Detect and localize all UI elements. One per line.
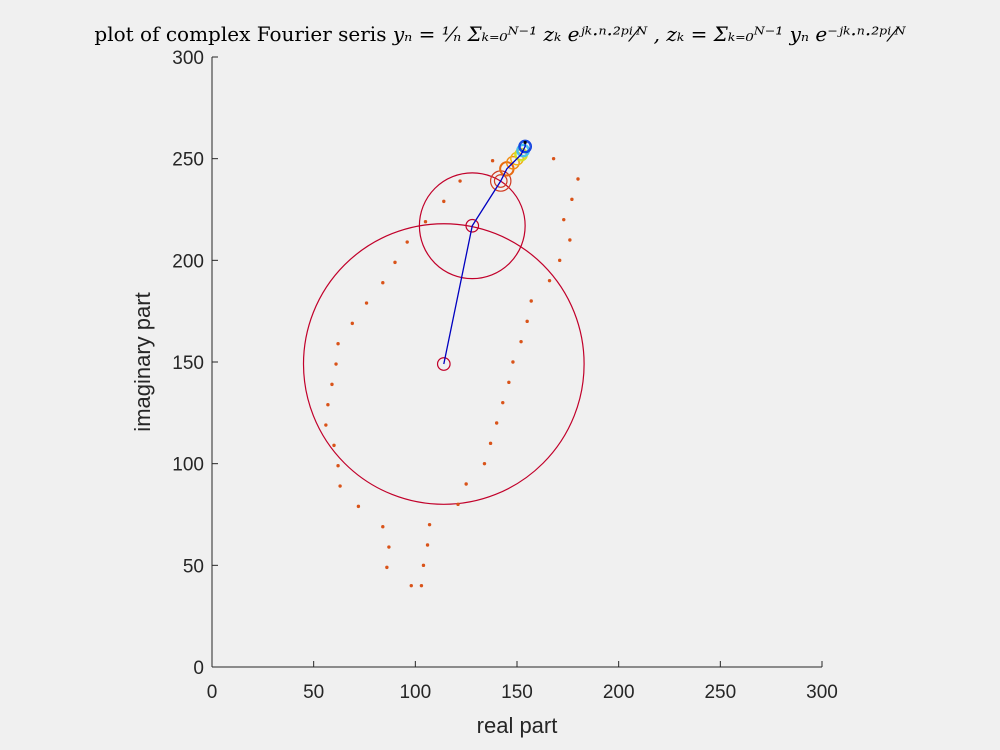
tip-point bbox=[523, 140, 527, 144]
epicycles bbox=[302, 139, 585, 505]
data-point bbox=[330, 382, 334, 387]
data-point bbox=[458, 179, 462, 183]
y-tick-label: 150 bbox=[172, 353, 204, 374]
data-point bbox=[482, 461, 487, 466]
epicycle-center-marker bbox=[518, 139, 533, 154]
x-tick-label: 300 bbox=[806, 682, 838, 703]
title-equation-2: zₖ = Σₖ₌₀ᴺ⁻¹ yₙ e⁻ʲᵏ·ⁿ·²ᵖⁱ⁄ᴺ bbox=[666, 22, 906, 46]
data-point bbox=[558, 258, 562, 263]
epicycle-center-marker bbox=[506, 155, 520, 170]
title-equation-1: yₙ = ¹⁄ₙ Σₖ₌₀ᴺ⁻¹ zₖ eʲᵏ·ⁿ·²ᵖⁱ⁄ᴺ , bbox=[392, 22, 661, 46]
y-tick-label: 50 bbox=[183, 556, 204, 577]
data-point bbox=[336, 464, 340, 468]
data-point bbox=[456, 502, 460, 507]
data-point bbox=[568, 238, 572, 242]
data-point bbox=[387, 545, 391, 549]
data-point bbox=[338, 484, 342, 488]
x-tick-label: 150 bbox=[501, 682, 533, 703]
data-point bbox=[409, 583, 413, 588]
data-point bbox=[519, 339, 523, 344]
data-point bbox=[551, 156, 556, 161]
data-point bbox=[562, 217, 566, 222]
series-points bbox=[324, 156, 580, 588]
x-tick-label: 200 bbox=[603, 682, 635, 703]
data-point bbox=[326, 403, 330, 407]
x-axis-label: real part bbox=[477, 713, 558, 738]
data-point bbox=[547, 278, 552, 283]
data-point bbox=[423, 220, 428, 224]
x-tick-label: 0 bbox=[207, 682, 218, 703]
data-point bbox=[576, 177, 580, 181]
data-point bbox=[421, 563, 426, 568]
epicycle-circle bbox=[418, 172, 526, 280]
data-point bbox=[324, 423, 328, 427]
data-point bbox=[381, 525, 385, 529]
axes: 0 50 100 150 200 250 300 0 50 100 150 200 250 300 bbox=[172, 48, 838, 703]
data-point bbox=[464, 482, 468, 486]
title-prefix: plot of complex Fourier seris bbox=[94, 22, 387, 46]
data-point bbox=[385, 565, 389, 570]
data-point bbox=[405, 240, 409, 244]
data-point bbox=[419, 583, 424, 588]
data-point bbox=[490, 159, 495, 163]
data-point bbox=[427, 522, 432, 527]
chart-title: plot of complex Fourier seris yₙ = ¹⁄ₙ Σ… bbox=[0, 22, 1000, 46]
x-tick-label: 250 bbox=[704, 682, 736, 703]
data-point bbox=[501, 400, 505, 405]
data-point bbox=[494, 421, 499, 425]
data-point bbox=[336, 342, 340, 346]
data-point bbox=[488, 441, 493, 446]
data-point bbox=[364, 301, 369, 305]
y-tick-label: 250 bbox=[172, 150, 204, 171]
x-tick-label: 100 bbox=[399, 682, 431, 703]
data-point bbox=[381, 281, 385, 285]
data-point bbox=[332, 443, 336, 448]
data-point bbox=[393, 260, 397, 265]
epicycle-center-marker bbox=[436, 357, 451, 371]
y-tick-label: 300 bbox=[172, 48, 204, 69]
data-point bbox=[525, 319, 529, 324]
data-point bbox=[425, 543, 430, 547]
epicycle-arm bbox=[443, 142, 526, 365]
data-point bbox=[507, 380, 511, 385]
data-point bbox=[356, 504, 361, 509]
data-point bbox=[350, 321, 354, 326]
y-tick-label: 200 bbox=[172, 251, 204, 272]
data-point bbox=[442, 199, 446, 204]
data-point bbox=[334, 362, 338, 366]
x-tick-label: 50 bbox=[303, 682, 324, 703]
epicycle-center-marker bbox=[465, 218, 480, 233]
data-point bbox=[511, 360, 515, 364]
epicycle-center-marker bbox=[493, 174, 508, 188]
y-tick-label: 0 bbox=[193, 658, 204, 679]
data-point bbox=[570, 197, 574, 202]
y-axis-label: imaginary part bbox=[130, 292, 155, 431]
epicycle-circle bbox=[302, 223, 585, 505]
data-point bbox=[529, 299, 533, 303]
y-tick-label: 100 bbox=[172, 455, 204, 476]
